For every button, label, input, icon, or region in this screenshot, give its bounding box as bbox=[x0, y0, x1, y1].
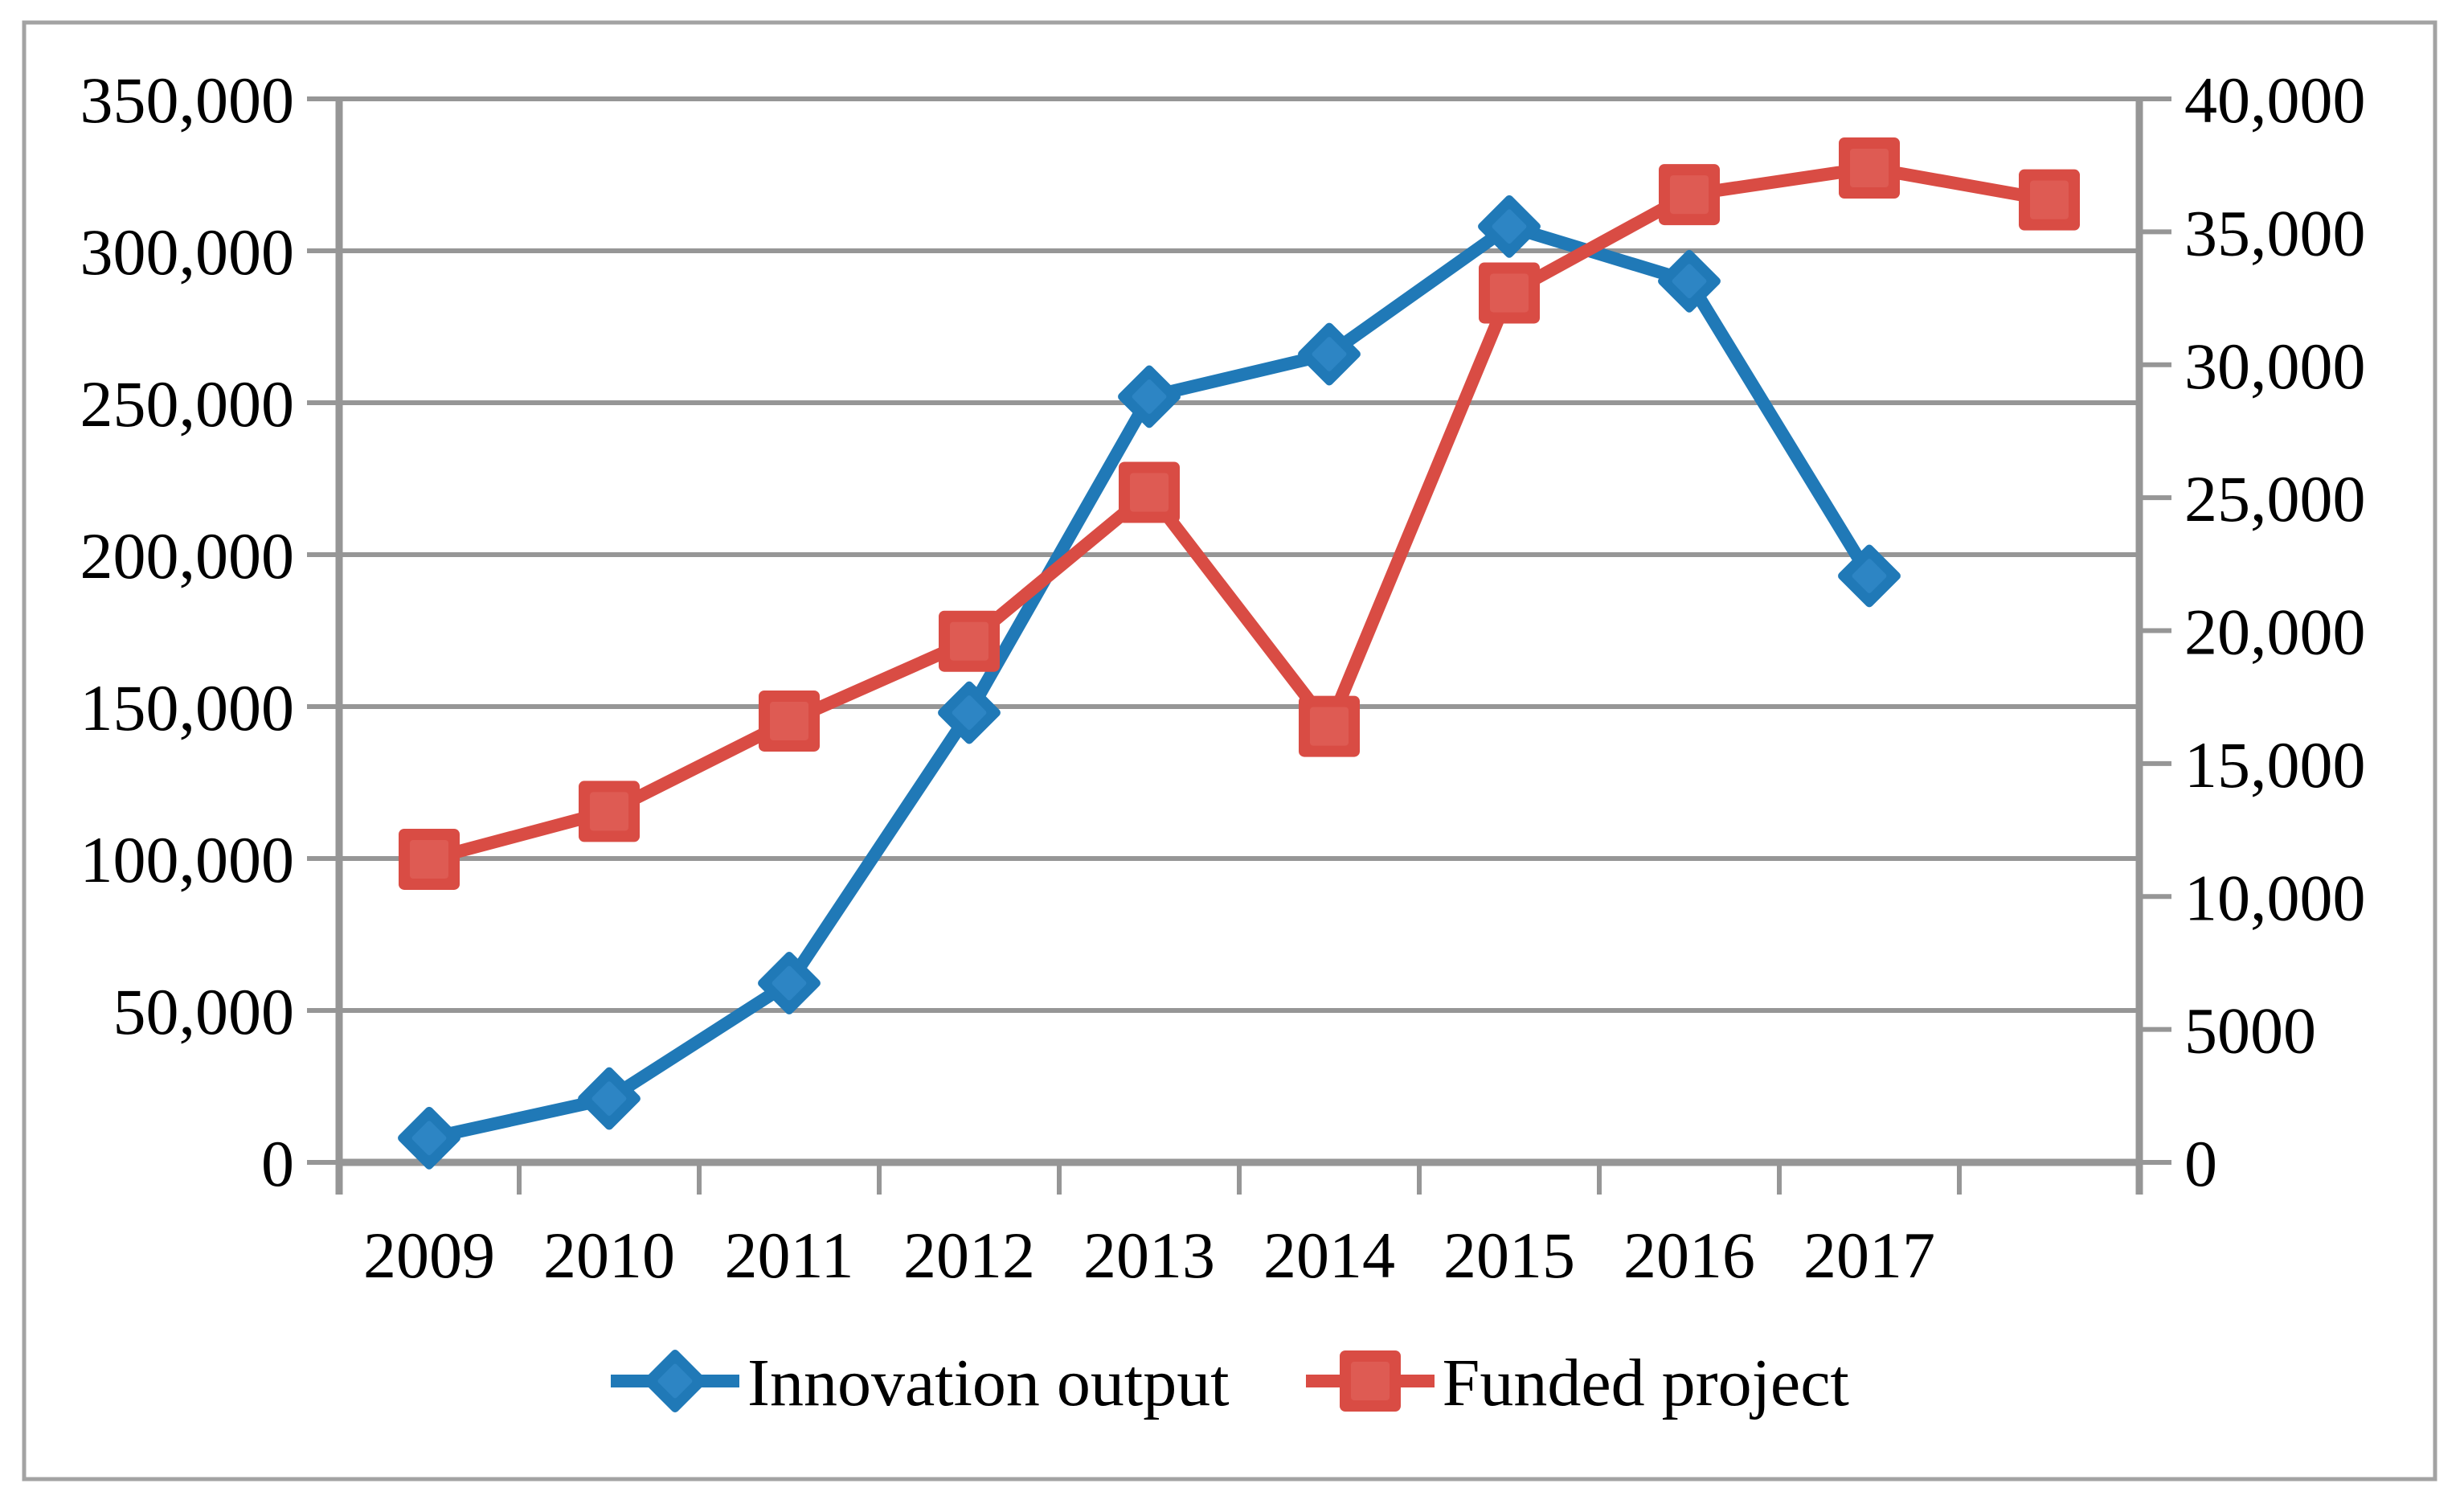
x-tick-label: 2015 bbox=[1443, 1219, 1575, 1292]
marker-square bbox=[1119, 461, 1180, 523]
y-left-tick-label: 0 bbox=[261, 1127, 294, 1200]
marker-diamond bbox=[1658, 249, 1721, 313]
y-right-tick-label: 0 bbox=[2184, 1127, 2217, 1200]
marker-diamond bbox=[1838, 544, 1901, 608]
marker-square bbox=[1659, 164, 1720, 226]
legend-label-funded-project: Funded project bbox=[1442, 1346, 1849, 1420]
y-right-tick-label: 30,000 bbox=[2184, 330, 2366, 403]
y-left-tick-label: 100,000 bbox=[80, 823, 295, 896]
marker-diamond bbox=[1118, 365, 1181, 428]
y-right-tick-label: 5000 bbox=[2184, 994, 2316, 1068]
marker-diamond bbox=[398, 1106, 460, 1170]
legend-item-innovation-output: Innovation output bbox=[611, 1341, 1230, 1425]
x-tick-label: 2017 bbox=[1803, 1219, 1935, 1292]
marker-square bbox=[939, 610, 1000, 672]
y-left-tick-label: 250,000 bbox=[80, 367, 295, 441]
y-right-tick-label: 40,000 bbox=[2184, 64, 2366, 137]
x-tick-label: 2010 bbox=[543, 1219, 675, 1292]
y-right-tick-label: 10,000 bbox=[2184, 861, 2366, 934]
y-left-tick-label: 150,000 bbox=[80, 671, 295, 744]
figure-border bbox=[22, 20, 2437, 1482]
marker-square bbox=[579, 781, 640, 842]
marker-square bbox=[759, 690, 820, 752]
y-left-tick-label: 350,000 bbox=[80, 64, 295, 137]
marker-square bbox=[1479, 262, 1540, 324]
marker-square bbox=[399, 828, 460, 890]
y-left-tick-label: 50,000 bbox=[113, 975, 295, 1048]
x-tick-label: 2012 bbox=[903, 1219, 1035, 1292]
y-right-tick-label: 25,000 bbox=[2184, 462, 2366, 535]
marker-diamond bbox=[758, 952, 821, 1014]
legend-item-funded-project: Funded project bbox=[1305, 1341, 1849, 1425]
marker-square bbox=[1839, 137, 1900, 199]
y-right-tick-label: 20,000 bbox=[2184, 596, 2366, 669]
marker-diamond bbox=[578, 1067, 641, 1130]
legend-marker-square-icon bbox=[1305, 1341, 1435, 1425]
legend-marker-diamond-icon bbox=[611, 1341, 739, 1425]
x-tick-label: 2013 bbox=[1083, 1219, 1215, 1292]
series-line-funded-project bbox=[427, 161, 2051, 866]
y-right-tick-label: 15,000 bbox=[2184, 728, 2366, 801]
y-left-tick-label: 300,000 bbox=[80, 215, 295, 289]
x-tick-label: 2016 bbox=[1623, 1219, 1755, 1292]
x-tick-label: 2014 bbox=[1263, 1219, 1395, 1292]
legend-label-innovation-output: Innovation output bbox=[747, 1346, 1230, 1420]
x-tick-label: 2011 bbox=[725, 1219, 854, 1292]
marker-diamond bbox=[1478, 195, 1541, 258]
marker-diamond bbox=[938, 681, 1001, 744]
y-left-tick-label: 200,000 bbox=[80, 519, 295, 592]
marker-square bbox=[2019, 169, 2080, 231]
x-tick-label: 2009 bbox=[363, 1219, 495, 1292]
marker-square bbox=[1299, 695, 1360, 757]
marker-diamond bbox=[1298, 322, 1361, 386]
legend: Innovation output Funded project bbox=[611, 1341, 1849, 1425]
y-right-tick-label: 35,000 bbox=[2184, 196, 2366, 269]
